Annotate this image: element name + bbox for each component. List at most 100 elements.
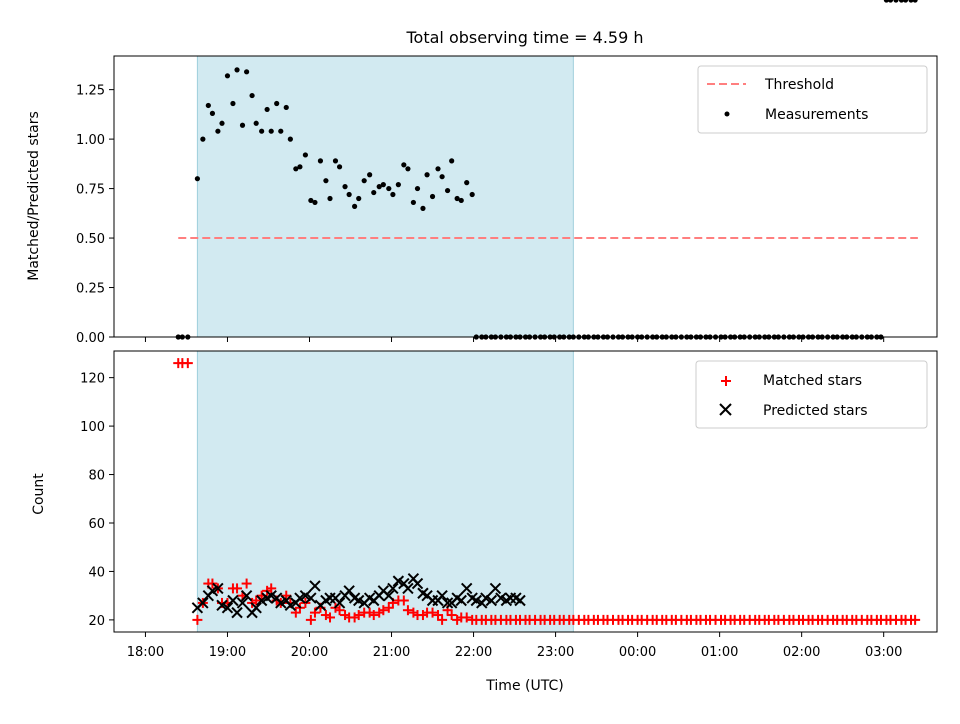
predicted-marker-b [485, 594, 498, 607]
measurement-point [902, 0, 909, 3]
predicted-stars-point [236, 597, 249, 609]
measurement-point [898, 0, 905, 3]
x-tick-label: 18:00 [127, 645, 164, 660]
predicted-marker-b [216, 599, 228, 612]
predicted-stars-point [227, 594, 239, 607]
chart-title: Total observing time = 4.59 h [405, 28, 643, 47]
measurement-point [268, 128, 274, 134]
predicted-marker-b [402, 582, 414, 595]
measurement-point [390, 191, 396, 198]
bottom-axes-frame [113, 350, 938, 633]
measurement-point [327, 195, 333, 202]
predicted-stars-point [221, 602, 234, 614]
legend-predicted-swatch [719, 403, 732, 416]
measurement-point [356, 195, 362, 202]
predicted-marker-b [387, 582, 399, 595]
predicted-marker-b [436, 589, 448, 602]
measurement-point [458, 197, 464, 204]
measurement-point [361, 178, 367, 184]
predicted-stars-point [231, 606, 243, 619]
legend-matched-label: Matched stars [763, 373, 862, 389]
legend-measurements-label: Measurements [765, 107, 868, 123]
measurement-point [249, 92, 255, 99]
matched-stars-point [300, 597, 311, 608]
predicted-marker-b [383, 589, 395, 602]
predicted-marker-b [231, 606, 243, 619]
predicted-marker-b [392, 575, 405, 587]
predicted-stars-point [197, 597, 209, 609]
measurement-point [414, 185, 421, 192]
y-tick-label: 1.25 [76, 84, 105, 99]
y-tick-label: 120 [80, 372, 105, 387]
observing-window-shade [196, 350, 574, 633]
predicted-marker-b [236, 597, 249, 609]
predicted-marker-b [421, 589, 433, 602]
measurement-point [209, 110, 216, 116]
matched-stars-point [281, 590, 292, 601]
measurement-point [439, 174, 445, 180]
predicted-marker-b [265, 589, 277, 602]
matched-stars-point [232, 583, 243, 594]
matched-stars-point [207, 578, 218, 589]
measurement-point [424, 172, 430, 178]
measurement-point [205, 102, 211, 109]
matched-stars-point [251, 595, 262, 606]
bottom-panel: 20 40 60 80 100 120 18:00 19:00 20:00 21:00 22:00… [31, 350, 938, 694]
measurement-point [464, 180, 470, 186]
predicted-stars-point [461, 582, 473, 595]
predicted-stars-point [514, 594, 526, 607]
predicted-marker-b [417, 587, 429, 599]
predicted-stars-point [343, 585, 355, 597]
predicted-stars-point [441, 597, 454, 609]
predicted-stars-point [402, 582, 414, 595]
measurement-point [454, 195, 460, 202]
measurement-point [302, 152, 308, 158]
measurement-point [342, 184, 348, 190]
predicted-stars-point [489, 582, 502, 595]
measurement-point [376, 184, 382, 190]
measurement-point [253, 120, 259, 126]
predicted-marker-b [470, 594, 482, 607]
predicted-marker-b [510, 592, 522, 604]
predicted-marker-b [377, 585, 390, 597]
y-tick-label: 0.25 [76, 282, 105, 297]
measurement-point [312, 199, 318, 206]
x-tick-label: 03:00 [865, 645, 902, 660]
measurement-point [200, 136, 206, 142]
measurement-point [893, 0, 899, 3]
top-legend-box [697, 65, 928, 134]
x-tick-label: 19:00 [209, 645, 246, 660]
predicted-marker-b [333, 597, 346, 609]
predicted-marker-b [411, 577, 424, 590]
legend-predicted-label: Predicted stars [763, 403, 868, 419]
measurement-point [887, 0, 894, 3]
predicted-marker-b [348, 592, 361, 604]
matched-stars-point [192, 614, 203, 625]
matched-stars-point [427, 607, 438, 618]
x-tick-label: 20:00 [291, 645, 328, 660]
matched-stars-point [309, 607, 320, 618]
predicted-stars-point [411, 577, 424, 590]
predicted-marker-b [451, 592, 463, 604]
measurement-point [278, 128, 284, 134]
y-tick-label: 1.00 [76, 133, 105, 148]
legend-threshold-label: Threshold [764, 77, 834, 93]
measurement-point [435, 166, 441, 172]
y-tick-label: 100 [80, 420, 105, 435]
bottom-y-axis-label: Count [31, 473, 47, 515]
measurement-point [308, 197, 314, 204]
measurement-point [395, 182, 401, 188]
predicted-marker-b [197, 597, 209, 609]
predicted-marker-b [455, 594, 467, 607]
predicted-stars-point [240, 589, 253, 602]
measurement-point [274, 100, 280, 107]
y-tick-label: 60 [88, 517, 105, 532]
matched-stars-point [325, 612, 336, 623]
predicted-marker-b [299, 589, 312, 602]
predicted-marker-b [495, 592, 507, 604]
y-tick-label: 0.50 [76, 232, 105, 247]
predicted-stars-point [436, 589, 448, 602]
measurement-point [410, 199, 416, 206]
measurement-point [420, 205, 426, 211]
